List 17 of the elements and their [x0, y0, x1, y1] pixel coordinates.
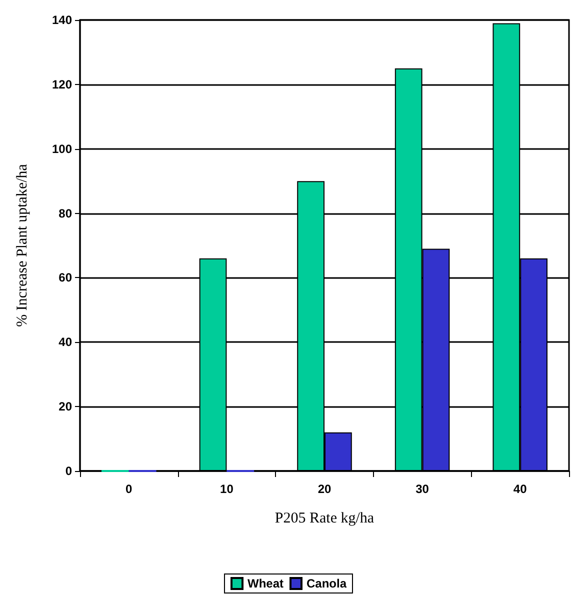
y-tick-label: 120: [52, 77, 72, 92]
y-tick-label: 140: [52, 13, 72, 27]
y-tick-label: 100: [52, 142, 72, 156]
y-tick-label: 80: [58, 206, 72, 220]
x-axis-title: P205 Rate kg/ha: [274, 510, 374, 526]
x-tick-label: 30: [416, 482, 430, 496]
x-tick-label: 20: [318, 482, 332, 496]
legend-label: Canola: [306, 576, 347, 590]
y-tick-label: 20: [58, 400, 72, 414]
y-axis-title: % Increase Plant uptake/ha: [14, 164, 30, 327]
y-tick-label: 0: [65, 464, 72, 478]
x-tick-label: 0: [126, 482, 133, 496]
y-tick-label: 40: [58, 335, 72, 350]
legend-label: Wheat: [247, 576, 284, 590]
x-tick-label: 10: [220, 482, 234, 496]
x-tick-label: 40: [513, 482, 528, 496]
y-tick-label: 60: [58, 270, 72, 285]
